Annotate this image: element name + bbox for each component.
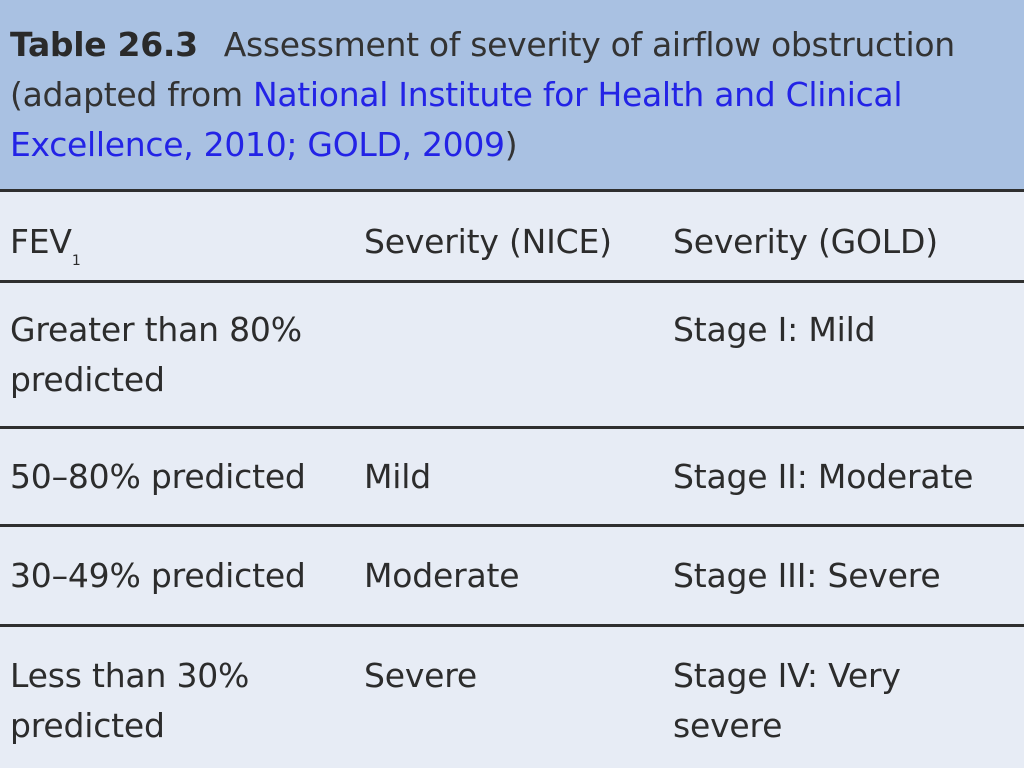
source-suffix: )	[504, 125, 518, 164]
row-4-fev: Less than 30% predicted	[10, 656, 250, 745]
table-caption: Table 26.3 Assessment of severity of airf…	[0, 0, 1024, 190]
header-top-rule	[0, 189, 1024, 192]
table-number: Table 26.3	[10, 25, 198, 64]
header-severity-gold: Severity (GOLD)	[673, 222, 938, 261]
row-2-rule	[0, 524, 1024, 527]
row-1-rule	[0, 426, 1024, 429]
header-fev: FEV1	[10, 217, 350, 269]
row-2-fev: 50–80% predicted	[10, 457, 306, 496]
row-3-nice: Moderate	[364, 556, 520, 595]
row-2-gold: Stage II: Moderate	[673, 457, 974, 496]
row-3-fev: 30–49% predicted	[10, 556, 306, 595]
row-4-nice: Severe	[364, 656, 478, 695]
header-fev-subscript: 1	[71, 253, 81, 269]
row-1-gold: Stage I: Mild	[673, 310, 876, 349]
header-severity-nice: Severity (NICE)	[364, 222, 612, 261]
row-3-rule	[0, 624, 1024, 627]
header-bottom-rule	[0, 280, 1024, 283]
table-title: Assessment of severity of airflow obstru…	[223, 25, 955, 64]
row-2-nice: Mild	[364, 457, 431, 496]
row-4-gold: Stage IV: Very severe	[673, 656, 901, 745]
row-3-gold: Stage III: Severe	[673, 556, 941, 595]
row-1-fev: Greater than 80% predicted	[10, 310, 302, 399]
source-link[interactable]: National Institute for Health and Clinic…	[10, 75, 903, 164]
header-fev-label: FEV	[10, 222, 72, 261]
source-prefix: (adapted from	[10, 75, 253, 114]
